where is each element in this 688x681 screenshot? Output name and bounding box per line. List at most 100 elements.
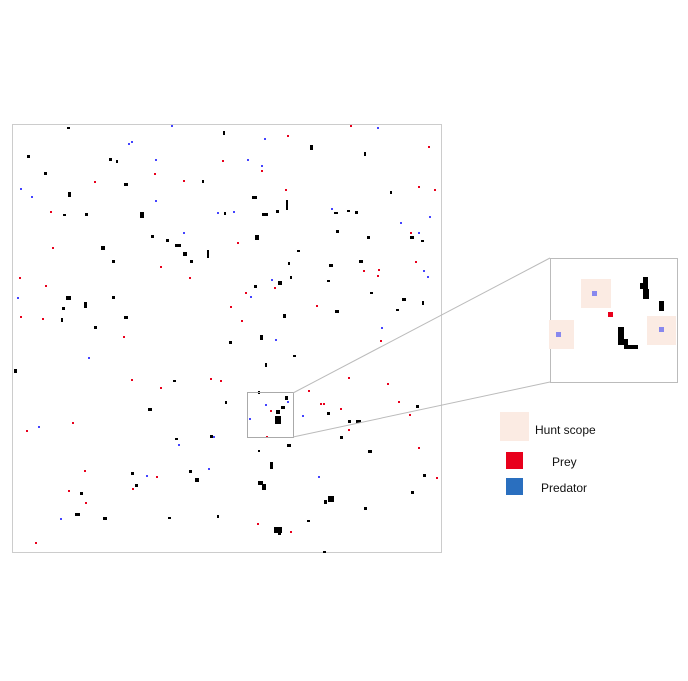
- predator-dot: [183, 232, 185, 234]
- inset-obstacle: [643, 289, 649, 299]
- predator-dot: [271, 279, 273, 281]
- prey-dot: [398, 401, 400, 403]
- prey-dot: [323, 403, 325, 405]
- obstacle-cell: [135, 484, 138, 487]
- predator-dot: [233, 211, 235, 213]
- obstacle-cell: [278, 281, 282, 285]
- obstacle-cell: [307, 520, 310, 522]
- obstacle-cell: [63, 214, 66, 216]
- obstacle-cell: [335, 310, 339, 313]
- obstacle-cell: [287, 444, 291, 447]
- obstacle-cell: [67, 127, 70, 129]
- prey-dot: [131, 379, 133, 381]
- obstacle-cell: [288, 262, 290, 265]
- prey-dot: [45, 285, 47, 287]
- grid-world-frame: [12, 124, 442, 553]
- obstacle-cell: [274, 527, 282, 533]
- obstacle-cell: [327, 280, 330, 282]
- prey-dot: [261, 170, 263, 172]
- obstacle-cell: [297, 250, 300, 252]
- prey-dot: [436, 477, 438, 479]
- prey-dot: [220, 380, 222, 382]
- zoom-inset: [549, 277, 676, 349]
- obstacle-cell: [75, 513, 80, 516]
- prey-dot: [154, 173, 156, 175]
- predator-dot: [146, 475, 148, 477]
- obstacle-cell: [323, 551, 326, 553]
- grid-world: [14, 125, 438, 553]
- obstacle-cell: [85, 213, 88, 216]
- obstacle-cell: [173, 380, 176, 382]
- predator-dot: [287, 401, 289, 403]
- predator-dot: [302, 415, 304, 417]
- predator-dot: [400, 222, 402, 224]
- predator-dot: [381, 327, 383, 329]
- zoom-connector-bottom: [292, 381, 551, 438]
- prey-dot: [183, 180, 185, 182]
- obstacle-cell: [334, 212, 338, 214]
- prey-dot: [20, 316, 22, 318]
- prey-dot: [270, 410, 272, 412]
- predator-dot: [217, 212, 219, 214]
- obstacle-cell: [364, 507, 367, 510]
- prey-dot: [257, 523, 259, 525]
- obstacle-cell: [390, 191, 392, 194]
- inset-prey: [608, 312, 613, 317]
- prey-dot: [410, 232, 412, 234]
- prey-dot: [230, 306, 232, 308]
- prey-dot: [316, 305, 318, 307]
- predator-dot: [20, 188, 22, 190]
- obstacle-cell: [370, 292, 373, 294]
- obstacle-cell: [189, 470, 192, 473]
- prey-dot: [160, 266, 162, 268]
- prey-dot: [350, 125, 352, 127]
- prey-dot: [84, 470, 86, 472]
- obstacle-cell: [14, 369, 17, 373]
- obstacle-cell: [112, 296, 115, 299]
- predator-dot: [249, 418, 251, 420]
- legend-predator-label: Predator: [541, 481, 588, 495]
- prey-dot: [245, 292, 247, 294]
- obstacle-cell: [140, 212, 144, 218]
- prey-dot: [68, 490, 70, 492]
- prey-dot: [340, 408, 342, 410]
- obstacle-cell: [310, 145, 313, 150]
- obstacle-cell: [396, 309, 399, 311]
- prey-dot: [35, 542, 37, 544]
- predator-dot: [264, 138, 266, 140]
- prey-dot: [123, 336, 125, 338]
- obstacle-cell: [168, 517, 171, 519]
- obstacle-cell: [324, 500, 327, 504]
- inset-obstacle: [643, 277, 648, 283]
- obstacle-cell: [327, 412, 330, 415]
- prey-dot: [19, 277, 21, 279]
- predator-dot: [213, 436, 215, 438]
- obstacle-cell: [103, 517, 107, 520]
- predator-dot: [31, 196, 33, 198]
- obstacle-cell: [290, 276, 292, 279]
- predator-dot: [265, 404, 267, 406]
- obstacle-cell: [210, 435, 213, 438]
- obstacle-cell: [328, 496, 334, 502]
- obstacle-cell: [348, 420, 351, 423]
- inset-hunt-scope: [549, 320, 574, 349]
- predator-dot: [418, 232, 420, 234]
- obstacle-cell: [112, 260, 115, 263]
- predator-dot: [60, 518, 62, 520]
- obstacle-cell: [355, 211, 358, 214]
- obstacle-cell: [281, 406, 285, 409]
- inset-obstacle: [618, 327, 624, 341]
- predator-dot: [429, 216, 431, 218]
- inset-obstacle: [618, 339, 628, 345]
- obstacle-cell: [270, 462, 273, 469]
- obstacle-cell: [340, 436, 343, 439]
- prey-dot: [348, 429, 350, 431]
- obstacle-cell: [27, 155, 30, 158]
- legend-hunt-scope-label: Hunt scope: [535, 423, 596, 437]
- obstacle-cell: [347, 210, 350, 212]
- zoom-connector-top: [292, 257, 551, 394]
- predator-dot: [247, 159, 249, 161]
- obstacle-cell: [166, 239, 169, 242]
- obstacle-cell: [224, 212, 226, 215]
